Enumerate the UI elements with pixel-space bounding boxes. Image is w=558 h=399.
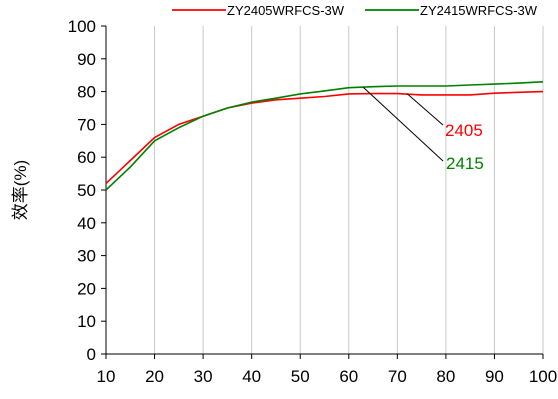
y-tick-label: 90 xyxy=(77,50,96,69)
legend-label-1: ZY2405WRFCS-3W xyxy=(227,3,345,18)
y-tick-label: 10 xyxy=(77,312,96,331)
annotation-leader-2 xyxy=(363,86,444,162)
annotation-label-1: 2405 xyxy=(445,121,483,140)
y-tick-label: 100 xyxy=(68,17,96,36)
x-tick-label: 100 xyxy=(529,367,557,386)
x-tick-label: 40 xyxy=(242,367,261,386)
y-tick-label: 40 xyxy=(77,214,96,233)
legend-label-2: ZY2415WRFCS-3W xyxy=(420,3,538,18)
x-tick-label: 60 xyxy=(339,367,358,386)
x-tick-label: 30 xyxy=(194,367,213,386)
x-tick-label: 50 xyxy=(291,367,310,386)
x-tick-label: 20 xyxy=(145,367,164,386)
y-tick-label: 70 xyxy=(77,115,96,134)
series-line-2 xyxy=(105,81,544,191)
annotation-label-2: 2415 xyxy=(446,154,484,173)
x-tick-label: 70 xyxy=(388,367,407,386)
y-tick-label: 50 xyxy=(77,181,96,200)
annotation-leader-1 xyxy=(406,93,444,126)
y-tick-label: 30 xyxy=(77,247,96,266)
y-tick-label: 60 xyxy=(77,148,96,167)
y-tick-label: 80 xyxy=(77,83,96,102)
x-tick-label: 80 xyxy=(436,367,455,386)
y-tick-label: 0 xyxy=(87,345,96,364)
y-tick-label: 20 xyxy=(77,279,96,298)
y-axis-label: 效率(%) xyxy=(11,160,30,220)
x-tick-label: 90 xyxy=(485,367,504,386)
x-tick-label: 10 xyxy=(97,367,116,386)
series-line-1 xyxy=(105,90,544,184)
